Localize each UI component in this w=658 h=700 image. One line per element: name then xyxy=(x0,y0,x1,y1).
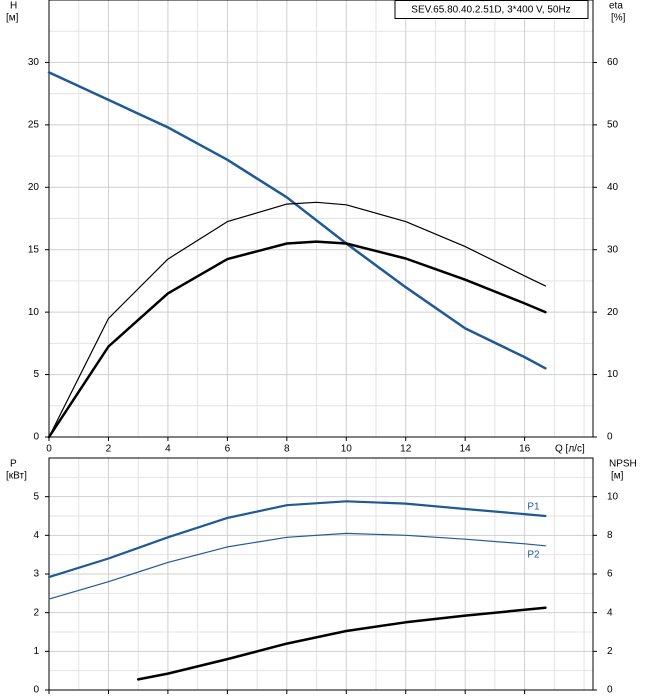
curve xyxy=(136,606,547,681)
y-tick-label: 10 xyxy=(28,307,40,318)
y2-axis-label: eta xyxy=(609,1,623,12)
series-label: P1 xyxy=(527,502,540,513)
y-axis-unit: [кВт] xyxy=(6,471,27,482)
series-label: P2 xyxy=(527,549,540,560)
x-tick-label: 0 xyxy=(46,444,52,455)
x-tick-label: 16 xyxy=(519,444,531,455)
y-tick-label: 3 xyxy=(33,569,39,580)
curve xyxy=(47,71,547,370)
y-tick-label: 5 xyxy=(33,369,39,380)
x-axis-label: Q [л/с] xyxy=(555,444,585,455)
x-tick-label: 12 xyxy=(400,444,412,455)
legend-text: SEV.65.80.40.2.51D, 3*400 V, 50Hz xyxy=(411,5,570,16)
y-tick-label: 4 xyxy=(33,530,39,541)
y-tick-label: 1 xyxy=(33,646,39,657)
y2-tick-label: 8 xyxy=(607,530,613,541)
y-axis-label: P xyxy=(10,459,17,470)
x-tick-label: 2 xyxy=(106,444,112,455)
x-tick-label: 6 xyxy=(225,444,231,455)
y-tick-label: 0 xyxy=(33,685,39,696)
y-tick-label: 20 xyxy=(28,182,40,193)
y2-axis-unit: [м] xyxy=(611,471,624,482)
y-tick-label: 2 xyxy=(33,607,39,618)
curve xyxy=(48,532,546,600)
y2-tick-label: 20 xyxy=(607,307,619,318)
y2-tick-label: 40 xyxy=(607,182,619,193)
y-tick-label: 30 xyxy=(28,57,40,68)
y-axis-label: H xyxy=(10,1,17,12)
y2-tick-label: 4 xyxy=(607,607,613,618)
legend-box xyxy=(394,0,589,19)
y2-tick-label: 10 xyxy=(607,491,619,502)
y2-axis-unit: [%] xyxy=(611,13,626,24)
y-tick-label: 5 xyxy=(33,491,39,502)
curve xyxy=(47,240,547,439)
x-tick-label: 10 xyxy=(341,444,353,455)
y-axis-unit: [м] xyxy=(6,13,19,24)
plot-frame xyxy=(48,0,594,438)
x-tick-label: 14 xyxy=(460,444,472,455)
y2-tick-label: 0 xyxy=(607,432,613,443)
y2-tick-label: 2 xyxy=(607,646,613,657)
y2-tick-label: 0 xyxy=(607,685,613,696)
x-tick-label: 4 xyxy=(165,444,171,455)
y2-axis-label: NPSH xyxy=(609,459,637,470)
y2-tick-label: 10 xyxy=(607,369,619,380)
plot-frame xyxy=(48,457,594,691)
y2-tick-label: 50 xyxy=(607,119,619,130)
y2-tick-label: 60 xyxy=(607,57,619,68)
y-tick-label: 25 xyxy=(28,119,40,130)
x-tick-label: 8 xyxy=(284,444,290,455)
y2-tick-label: 6 xyxy=(607,569,613,580)
y-tick-label: 0 xyxy=(33,432,39,443)
curve xyxy=(48,201,546,438)
curve xyxy=(47,500,547,579)
y2-tick-label: 30 xyxy=(607,244,619,255)
y-tick-label: 15 xyxy=(28,244,40,255)
